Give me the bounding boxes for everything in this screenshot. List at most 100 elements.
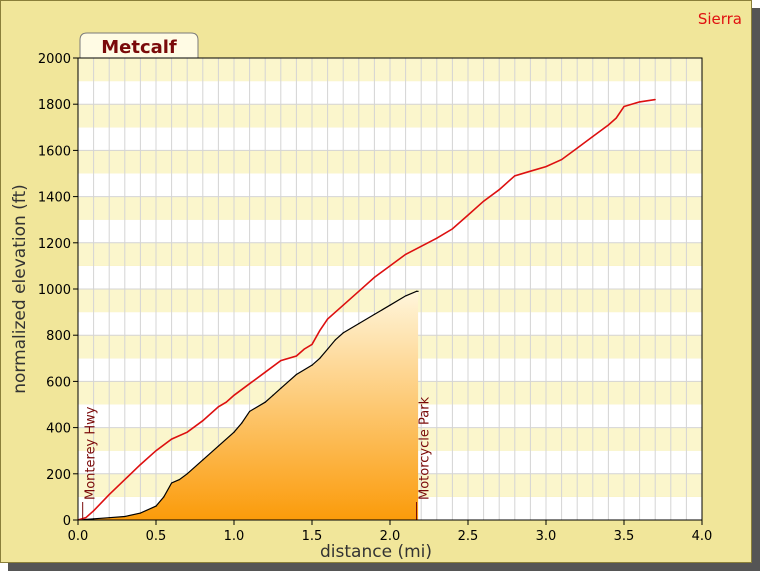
metcalf-point [155, 505, 157, 507]
metcalf-point [163, 496, 165, 498]
sierra-point [249, 383, 251, 385]
sierra-point [139, 463, 141, 466]
sierra-point [561, 159, 563, 161]
metcalf-point [233, 431, 235, 433]
y-tick-label: 200 [46, 468, 71, 483]
sierra-point [311, 343, 313, 346]
y-tick-label: 1400 [38, 191, 71, 206]
x-tick-label: 3.5 [614, 529, 635, 544]
metcalf-area-fill [78, 291, 419, 520]
x-tick-label: 4.0 [692, 529, 713, 544]
x-tick-label: 2.5 [458, 529, 479, 544]
sierra-point [202, 420, 204, 422]
sierra-point [264, 371, 266, 373]
metcalf-line [78, 290, 419, 520]
sierra-point [233, 394, 235, 396]
metcalf-point [124, 515, 126, 518]
metcalf-point [373, 313, 375, 316]
chart-title: Metcalf [101, 37, 177, 58]
sierra-point [623, 105, 625, 108]
sierra-point [615, 117, 617, 119]
metcalf-point [295, 373, 297, 376]
sierra-point [373, 276, 375, 279]
sierra-point [155, 450, 157, 452]
metcalf-point [389, 304, 391, 306]
sierra-point [654, 98, 656, 101]
metcalf-point [405, 295, 407, 297]
metcalf-point [358, 323, 360, 325]
metcalf-point [186, 473, 188, 475]
metcalf-point [249, 410, 251, 413]
waypoint-marker-label: Motorcycle Park [418, 396, 433, 500]
x-axis-title: distance (mi) [320, 542, 432, 562]
metcalf-point [202, 459, 204, 461]
metcalf-point [217, 445, 219, 447]
y-tick-label: 2000 [38, 52, 71, 67]
sierra-point [451, 228, 453, 230]
sierra-point [639, 101, 641, 103]
sierra-point [124, 478, 126, 481]
sierra-point [358, 290, 360, 292]
sierra-point [389, 265, 391, 267]
metcalf-point [264, 401, 266, 403]
metcalf-point [178, 478, 180, 481]
sierra-point [108, 493, 110, 496]
sierra-point [514, 175, 516, 177]
sierra-point [545, 165, 547, 168]
sierra-point [483, 200, 485, 202]
title-tab [79, 32, 199, 59]
sierra-point [319, 329, 321, 332]
x-tick-label: 0.5 [146, 529, 167, 544]
metcalf-point [280, 387, 282, 389]
y-tick-label: 0 [63, 514, 71, 529]
corner-label: Sierra [698, 10, 742, 28]
metcalf-point [417, 290, 419, 292]
x-tick-label: 2.0 [380, 529, 401, 544]
sierra-point [467, 214, 469, 216]
waypoint-marker-label: Monterey Hwy [84, 406, 99, 500]
metcalf-point [139, 512, 141, 514]
y-tick-label: 800 [46, 329, 71, 344]
sierra-point [93, 510, 95, 512]
sierra-point [327, 318, 329, 320]
x-tick-label: 1.5 [302, 529, 323, 544]
sierra-point [280, 360, 282, 362]
sierra-point [342, 304, 344, 306]
sierra-point [171, 438, 173, 440]
metcalf-point [327, 348, 329, 350]
x-tick-label: 1.0 [224, 529, 245, 544]
sierra-point [607, 124, 610, 126]
metcalf-point [415, 290, 418, 292]
sierra-point [217, 406, 219, 408]
metcalf-point [171, 482, 173, 484]
sierra-point [85, 517, 87, 519]
metcalf-point [342, 332, 344, 334]
y-axis-title: normalized elevation (ft) [10, 184, 30, 394]
y-tick-label: 1200 [38, 237, 71, 252]
y-tick-label: 1000 [38, 283, 71, 298]
sierra-point [498, 189, 500, 191]
metcalf-point [93, 518, 95, 520]
metcalf-point [319, 357, 321, 359]
metcalf-point [334, 339, 336, 341]
x-tick-label: 0.0 [68, 529, 89, 544]
sierra-point [225, 401, 227, 403]
sierra-point [186, 431, 188, 433]
metcalf-point [241, 422, 243, 424]
y-tick-label: 1800 [38, 98, 71, 113]
sierra-point [303, 348, 305, 350]
y-tick-label: 400 [46, 422, 71, 437]
metcalf-point [272, 394, 274, 396]
sierra-point [529, 170, 532, 172]
sierra-point [576, 147, 578, 149]
sierra-point [592, 135, 594, 138]
y-tick-label: 1600 [38, 144, 71, 159]
sierra-point [295, 355, 297, 357]
y-tick-label: 600 [46, 375, 71, 390]
sierra-point [420, 245, 422, 247]
sierra-point [405, 253, 407, 255]
x-tick-label: 3.0 [536, 529, 557, 544]
sierra-point [436, 237, 438, 239]
metcalf-point [108, 517, 110, 519]
